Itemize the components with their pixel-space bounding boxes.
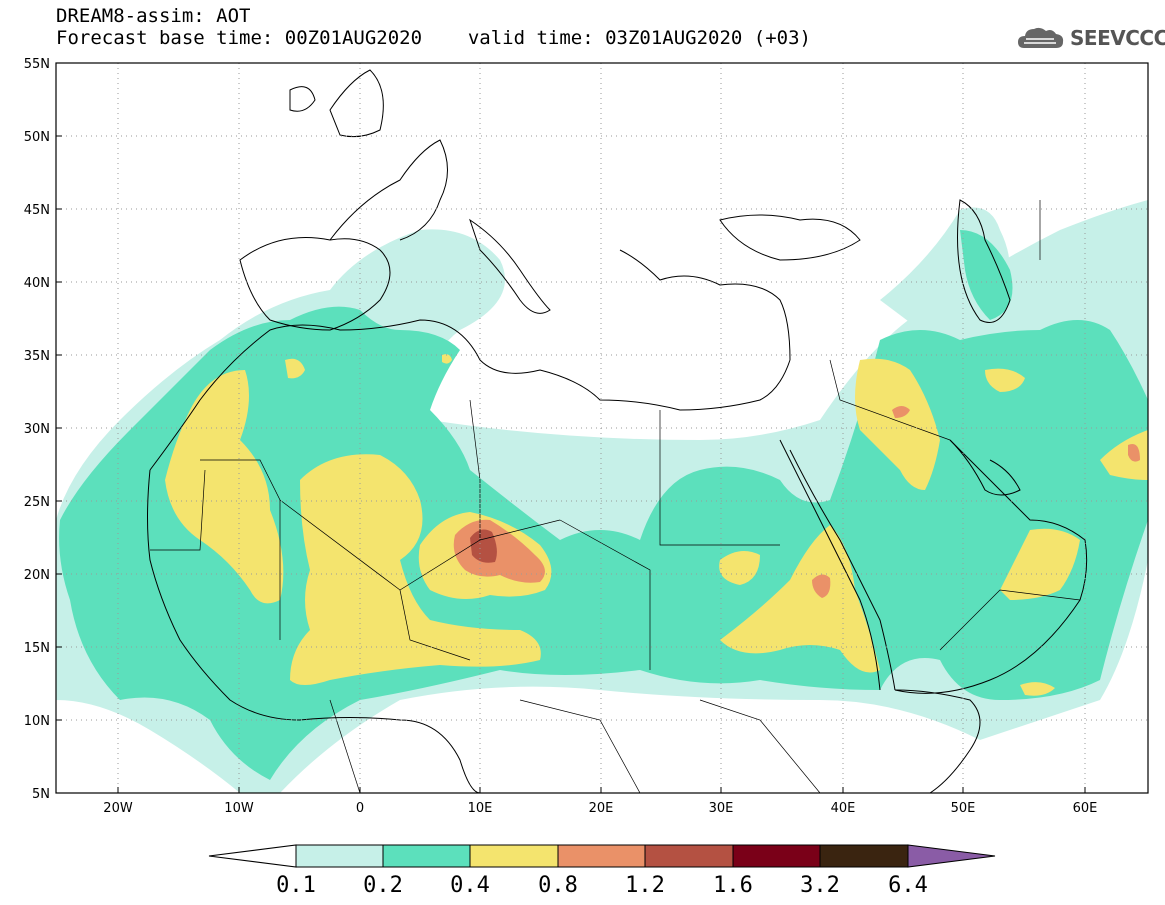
colorbar-label: 1.6 (713, 873, 753, 898)
lon-label: 40E (831, 801, 856, 816)
lon-label: 50E (951, 801, 976, 816)
colorbar-high-triangle (907, 844, 996, 868)
map-title-times: Forecast base time: 00Z01AUG2020 valid t… (56, 28, 811, 48)
colorbar-label: 6.4 (888, 873, 928, 898)
lon-label: 0 (356, 801, 364, 816)
aot-field (56, 63, 1148, 793)
lat-label: 25N (24, 495, 50, 510)
lat-label: 35N (24, 349, 50, 364)
colorbar-segment (382, 844, 471, 868)
lon-label: 60E (1073, 801, 1098, 816)
aot-band-1-2 (470, 529, 497, 563)
colorbar-label: 3.2 (800, 873, 840, 898)
colorbar-label: 0.8 (538, 873, 578, 898)
colorbar-segment (732, 844, 821, 868)
lat-label: 45N (24, 203, 50, 218)
lon-ticks (117, 787, 1086, 793)
colorbar-label: 0.1 (276, 873, 316, 898)
colorbar (208, 844, 996, 868)
grid-lines (56, 63, 1148, 793)
lon-label: 10W (224, 801, 254, 816)
colorbar-labels: 0.1 0.2 0.4 0.8 1.2 1.6 3.2 6.4 (276, 873, 928, 898)
cloud-logo-icon (1018, 27, 1064, 48)
longitude-labels: 20W 10W 0 10E 20E 30E 40E 50E 60E (103, 801, 1097, 816)
lat-label: 30N (24, 422, 50, 437)
lat-label: 40N (24, 276, 50, 291)
seevccc-logo: SEEVCCC (1016, 22, 1165, 54)
lon-label: 10E (468, 801, 493, 816)
colorbar-segment (557, 844, 646, 868)
logo-text: SEEVCCC (1070, 26, 1165, 50)
colorbar-segment (295, 844, 384, 868)
forecast-base-time: Forecast base time: 00Z01AUG2020 (56, 27, 423, 49)
colorbar-low-triangle (208, 844, 297, 868)
latitude-labels: 55N 50N 45N 40N 35N 30N 25N 20N 15N 10N … (24, 57, 50, 802)
colorbar-segment (469, 844, 559, 868)
lat-label: 10N (24, 714, 50, 729)
lat-ticks (56, 62, 62, 794)
lat-label: 5N (32, 787, 50, 802)
lon-label: 20E (589, 801, 614, 816)
valid-time: valid time: 03Z01AUG2020 (+03) (467, 27, 811, 49)
coastlines (147, 69, 1088, 793)
lat-label: 50N (24, 130, 50, 145)
colorbar-segment (819, 844, 909, 868)
lat-label: 20N (24, 568, 50, 583)
aot-band-0-4 (165, 354, 1148, 696)
country-borders (150, 200, 1081, 793)
colorbar-segment (644, 844, 734, 868)
colorbar-label: 0.2 (363, 873, 403, 898)
lon-label: 20W (103, 801, 133, 816)
colorbar-label: 1.2 (625, 873, 665, 898)
map-title-model: DREAM8-assim: AOT (56, 5, 251, 27)
lat-label: 55N (24, 57, 50, 72)
lon-label: 30E (709, 801, 734, 816)
lat-label: 15N (24, 641, 50, 656)
colorbar-label: 0.4 (450, 873, 490, 898)
